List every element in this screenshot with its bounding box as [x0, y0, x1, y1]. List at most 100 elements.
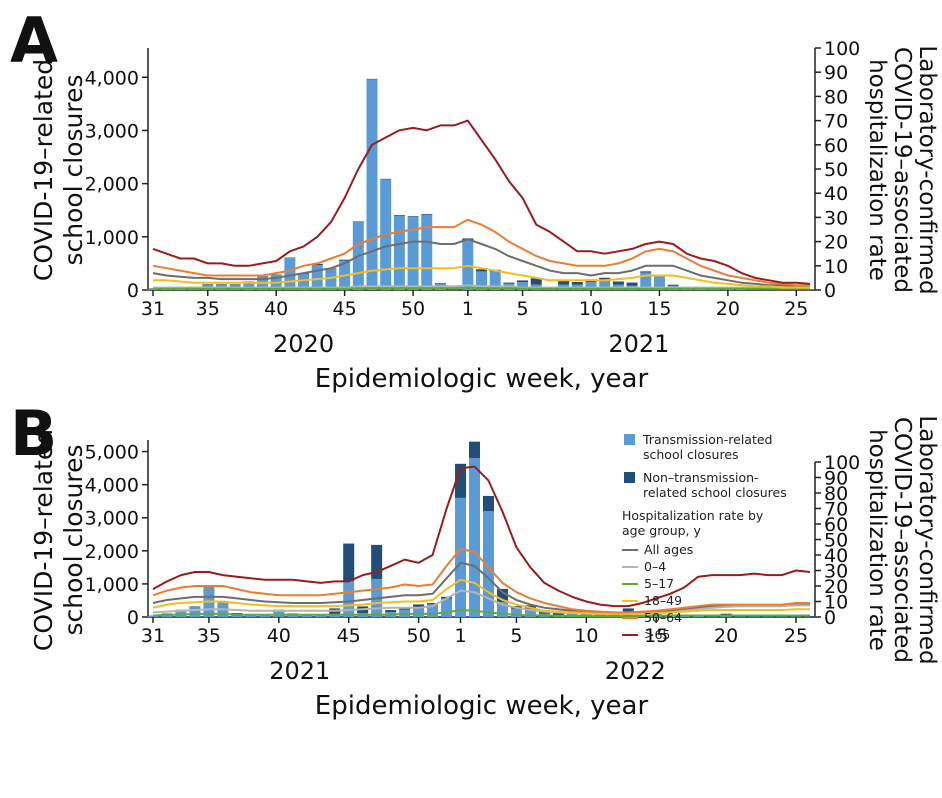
bar	[434, 283, 446, 284]
year-label: 2021	[269, 657, 330, 685]
bar	[315, 615, 327, 617]
rate-line	[152, 561, 810, 615]
y-axis-title-line: COVID-19–related	[29, 429, 58, 651]
y2-tick-label: 50	[824, 530, 848, 552]
y2-axis-title-line: hospitalization rate	[864, 59, 890, 281]
bar	[229, 284, 241, 285]
rate-line	[153, 264, 810, 289]
bar	[650, 612, 662, 617]
bar	[489, 271, 501, 290]
y-tick-label: 3,000	[85, 508, 139, 530]
y-axis-title: COVID-19–related school closures	[29, 429, 88, 651]
bar	[421, 213, 433, 215]
y2-axis-title-line: hospitalization rate	[864, 429, 890, 651]
bar	[482, 511, 494, 617]
y2-tick-label: 50	[824, 159, 848, 181]
bar	[339, 259, 351, 261]
y2-axis-title-line: Laboratory-confirmed	[914, 45, 940, 294]
bar	[640, 272, 652, 290]
x-tick-label: 45	[333, 298, 357, 320]
bar	[189, 606, 201, 608]
bar	[692, 616, 704, 617]
x-tick-label: 35	[196, 298, 220, 320]
bar	[503, 282, 515, 284]
legend-swatch	[622, 599, 638, 602]
y2-axis-title: Laboratory-confirmedCOVID-19–associatedh…	[864, 45, 940, 294]
y2-tick-label: 100	[824, 38, 860, 60]
bar	[366, 79, 378, 290]
x-tick-label: 10	[574, 625, 598, 647]
bar	[469, 458, 481, 617]
y2-tick-label: 10	[824, 256, 848, 278]
y-axis-title-line: school closures	[59, 444, 88, 635]
bar	[270, 274, 282, 276]
y-tick-label: 4,000	[85, 475, 139, 497]
bar	[243, 282, 255, 290]
x-axis-title: Epidemiologic week, year	[315, 691, 649, 721]
bar	[284, 257, 296, 259]
x-tick-label: 31	[141, 625, 165, 647]
x-tick-label: 20	[714, 625, 738, 647]
x-tick-label: 50	[401, 298, 425, 320]
bar	[427, 603, 439, 605]
legend-swatch	[624, 472, 635, 483]
legend-label: 18–49	[644, 593, 683, 608]
bar	[393, 215, 405, 290]
legend-item: All ages	[622, 542, 812, 557]
bar	[175, 610, 187, 617]
y-tick-label: 2,000	[85, 541, 139, 563]
x-axis-title: Epidemiologic week, year	[315, 364, 649, 394]
x-tick-label: 1	[454, 625, 466, 647]
legend-swatch	[622, 633, 638, 636]
y2-axis-title-line: COVID-19–associated	[889, 47, 915, 293]
rate-line	[152, 589, 810, 615]
y-tick-label: 1,000	[85, 574, 139, 596]
bar	[366, 78, 378, 80]
bar	[413, 607, 425, 617]
y-axis-title: COVID-19–related school closures	[29, 59, 88, 281]
y-tick-label: 1,000	[85, 227, 139, 249]
y-tick-label: 2,000	[85, 174, 139, 196]
bar	[311, 265, 323, 290]
bar	[421, 214, 433, 290]
legend: Transmission-related school closures Non–…	[622, 432, 812, 644]
y2-tick-label: 0	[824, 607, 836, 629]
legend-item: 50–64	[622, 610, 812, 625]
x-tick-label: 45	[337, 625, 361, 647]
y-tick-label: 0	[127, 607, 139, 629]
y2-tick-label: 90	[824, 62, 848, 84]
bar	[476, 271, 487, 290]
y-tick-label: 5,000	[85, 442, 139, 464]
bar	[517, 282, 529, 290]
x-tick-label: 15	[644, 625, 668, 647]
bar	[385, 610, 397, 613]
bar	[640, 271, 652, 273]
bar	[496, 602, 508, 617]
legend-swatch	[622, 616, 638, 619]
x-tick-label: 40	[264, 298, 288, 320]
legend-swatch	[624, 434, 635, 445]
x-tick-label: 15	[647, 298, 671, 320]
bar	[301, 615, 313, 617]
bar	[455, 463, 467, 498]
y2-tick-label: 60	[824, 514, 848, 536]
bar	[393, 215, 405, 216]
y2-tick-label: 70	[824, 111, 848, 133]
bar	[496, 588, 508, 603]
bar	[284, 258, 296, 290]
bar	[273, 610, 285, 617]
bar	[530, 278, 542, 285]
bar	[720, 613, 732, 616]
year-label: 2020	[273, 330, 334, 358]
bar	[231, 613, 243, 614]
y2-axis-title-line: Laboratory-confirmed	[914, 415, 940, 664]
y2-tick-label: 70	[824, 499, 848, 521]
bar	[407, 216, 419, 217]
y-axis-title-line: COVID-19–related	[29, 59, 58, 281]
x-tick-label: 40	[267, 625, 291, 647]
y2-tick-label: 30	[824, 207, 848, 229]
panel-label: A	[10, 4, 58, 77]
legend-label: >65	[644, 627, 671, 642]
legend-item: >65	[622, 627, 812, 642]
